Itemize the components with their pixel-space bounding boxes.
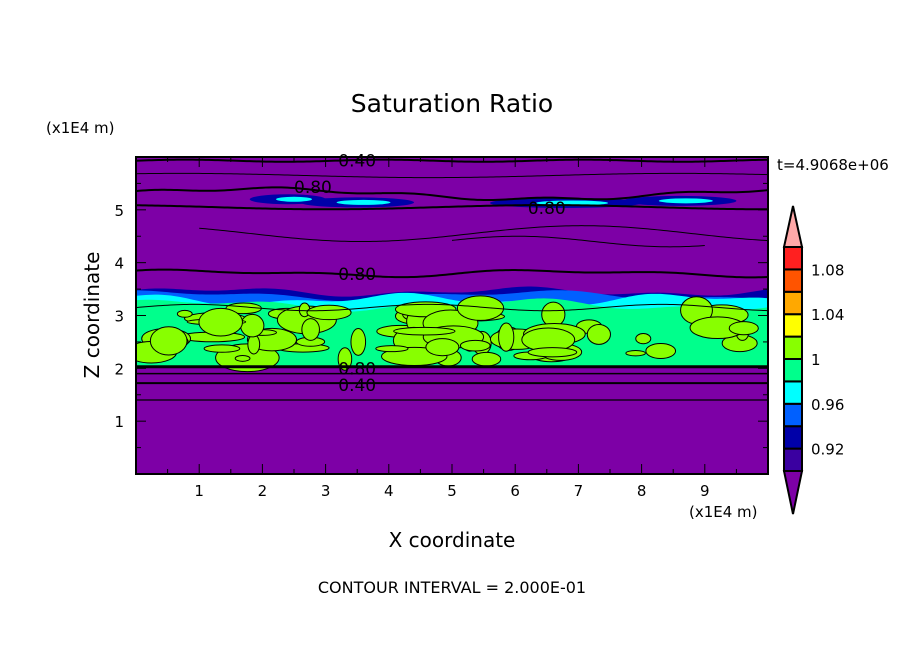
patch-1.00 — [306, 304, 352, 321]
streak-0.96 — [336, 199, 391, 205]
patch-1.00 — [635, 333, 652, 345]
contour-label: 0.80 — [338, 265, 376, 285]
patch-1.00 — [456, 295, 505, 321]
contour-label: 0.40 — [338, 376, 376, 396]
x-tick-label: 4 — [384, 482, 394, 500]
x-tick-label: 3 — [321, 482, 331, 500]
colorbar-box — [783, 380, 803, 405]
contour-label: 0.80 — [338, 359, 376, 379]
colorbar-label: 1.08 — [811, 261, 844, 279]
colorbar-over-triangle — [782, 205, 804, 248]
contour-line — [136, 268, 768, 279]
contour-labels: 0.400.800.800.800.800.40 — [294, 152, 566, 397]
x-tick-label: 5 — [447, 482, 457, 500]
patch-1.00 — [728, 321, 759, 336]
patch-1.00 — [198, 307, 243, 337]
x-axis-label: X coordinate — [389, 528, 516, 552]
colorbar-box — [783, 402, 803, 428]
patch-1.00 — [586, 323, 611, 345]
x-tick-label: 6 — [510, 482, 520, 500]
colorbar: 1.08 1.04 1 0.96 0.92 — [782, 205, 844, 515]
contour-label: 0.40 — [338, 152, 376, 172]
y-tick-label: 3 — [114, 308, 124, 326]
contour-line — [136, 303, 768, 312]
patch-1.00 — [301, 318, 320, 341]
patch-1.00 — [498, 322, 515, 352]
time-label: t=4.9068e+06 — [777, 156, 889, 174]
x-tick-label: 2 — [258, 482, 268, 500]
contour-label: 0.80 — [294, 178, 332, 198]
patch-1.00 — [337, 347, 353, 371]
colorbar-box — [783, 246, 803, 271]
colorbar-under-triangle — [782, 470, 804, 515]
colorbar-box — [783, 313, 803, 338]
patch-1.00 — [375, 345, 409, 353]
colorbar-box — [783, 335, 803, 361]
x-tick-label: 7 — [574, 482, 584, 500]
streak-0.96 — [658, 198, 713, 204]
contour-line — [136, 204, 768, 211]
contour-line — [136, 172, 768, 179]
y-tick-label: 2 — [114, 360, 124, 378]
x-unit-label: (x1E4 m) — [689, 503, 758, 521]
y-unit-label: (x1E4 m) — [46, 119, 115, 137]
y-tick-label: 5 — [114, 202, 124, 220]
streak-0.96 — [276, 196, 312, 202]
colorbar-label: 1.04 — [811, 306, 844, 324]
patch-1.00 — [176, 309, 193, 318]
x-tick-label: 9 — [700, 482, 710, 500]
x-tick-label: 1 — [194, 482, 204, 500]
y-tick-label: 1 — [114, 413, 124, 431]
contour-interval-label: CONTOUR INTERVAL = 2.000E-01 — [318, 578, 586, 597]
colorbar-label: 1 — [811, 351, 821, 369]
colorbar-label: 0.92 — [811, 441, 844, 459]
patch-1.00 — [393, 326, 456, 336]
patch-1.00 — [645, 342, 677, 359]
patch-1.00 — [234, 355, 251, 362]
y-axis-label: Z coordinate — [80, 252, 104, 379]
patch-1.00 — [425, 338, 460, 357]
patch-1.00 — [240, 313, 265, 338]
patch-1.00 — [149, 326, 188, 356]
contour-line — [136, 186, 768, 202]
patch-1.00 — [203, 344, 241, 353]
colorbar-box — [783, 290, 803, 316]
patch-1.00 — [527, 347, 578, 358]
patch-1.00 — [350, 328, 367, 356]
axes: 1 2 3 4 5 6 7 8 9 1 2 3 4 5 — [114, 157, 768, 500]
patch-1.00 — [459, 339, 491, 352]
patch-1.00 — [471, 351, 502, 367]
colorbar-box — [783, 268, 803, 293]
contour-label: 0.80 — [528, 199, 566, 219]
y-tick-label: 4 — [114, 255, 124, 273]
field — [136, 157, 768, 474]
colorbar-label: 0.96 — [811, 396, 844, 414]
patch-1.00 — [625, 350, 646, 357]
colorbar-box — [783, 447, 803, 473]
contour-line — [199, 225, 768, 243]
colorbar-box — [783, 358, 803, 383]
contour-line — [451, 235, 705, 248]
x-tick-label: 8 — [637, 482, 647, 500]
patch-1.00 — [247, 334, 261, 355]
chart-title: Saturation Ratio — [351, 89, 553, 118]
colorbar-box — [783, 425, 803, 450]
